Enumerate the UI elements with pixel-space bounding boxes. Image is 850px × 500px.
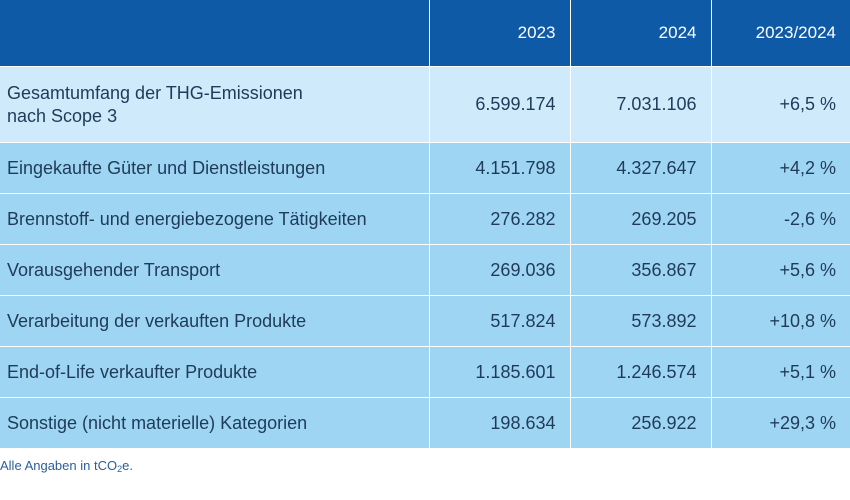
total-label: Gesamtumfang der THG-Emissionen nach Sco… [0, 66, 429, 143]
header-2024: 2024 [569, 0, 711, 67]
total-change: +6,5 % [710, 66, 850, 143]
table-row: Eingekaufte Güter und Dienstleistungen 4… [0, 142, 850, 194]
table-header-row: 2023 2024 2023/2024 [0, 0, 850, 67]
row-value-2024: 256.922 [569, 397, 711, 449]
row-change: +10,8 % [710, 295, 850, 347]
row-change: -2,6 % [710, 193, 850, 245]
row-label: Vorausgehender Transport [0, 244, 429, 296]
table-row: Brennstoff- und energiebezogene Tätigkei… [0, 193, 850, 245]
row-value-2024: 573.892 [569, 295, 711, 347]
total-value-2023: 6.599.174 [428, 66, 570, 143]
footnote-subscript: 2 [117, 464, 123, 474]
total-label-line2: nach Scope 3 [7, 105, 118, 126]
row-value-2023: 1.185.601 [428, 346, 570, 398]
footnote-prefix: Alle Angaben in tCO [0, 458, 118, 473]
row-value-2023: 198.634 [428, 397, 570, 449]
row-value-2024: 356.867 [569, 244, 711, 296]
table-row: Verarbeitung der verkauften Produkte 517… [0, 295, 850, 347]
row-value-2023: 4.151.798 [428, 142, 570, 194]
header-category [0, 0, 429, 67]
row-label: Sonstige (nicht materielle) Kategorien [0, 397, 429, 449]
row-value-2023: 276.282 [428, 193, 570, 245]
total-value-2024: 7.031.106 [569, 66, 711, 143]
header-2023: 2023 [428, 0, 570, 67]
total-label-line1: Gesamtumfang der THG-Emissionen [7, 82, 303, 103]
row-label: Verarbeitung der verkauften Produkte [0, 295, 429, 347]
units-footnote: Alle Angaben in tCO2e. [0, 458, 133, 474]
row-change: +5,6 % [710, 244, 850, 296]
row-label: Brennstoff- und energiebezogene Tätigkei… [0, 193, 429, 245]
table-row-total: Gesamtumfang der THG-Emissionen nach Sco… [0, 66, 850, 143]
row-change: +4,2 % [710, 142, 850, 194]
row-value-2024: 4.327.647 [569, 142, 711, 194]
table-row: Sonstige (nicht materielle) Kategorien 1… [0, 397, 850, 449]
scope3-emissions-table: 2023 2024 2023/2024 Gesamtumfang der THG… [0, 0, 850, 449]
row-value-2023: 269.036 [428, 244, 570, 296]
footnote-suffix: e. [122, 458, 133, 473]
row-change: +5,1 % [710, 346, 850, 398]
table-row: End-of-Life verkaufter Produkte 1.185.60… [0, 346, 850, 398]
table-row: Vorausgehender Transport 269.036 356.867… [0, 244, 850, 296]
row-label: Eingekaufte Güter und Dienstleistungen [0, 142, 429, 194]
row-change: +29,3 % [710, 397, 850, 449]
header-change: 2023/2024 [710, 0, 850, 67]
row-label: End-of-Life verkaufter Produkte [0, 346, 429, 398]
row-value-2023: 517.824 [428, 295, 570, 347]
row-value-2024: 1.246.574 [569, 346, 711, 398]
row-value-2024: 269.205 [569, 193, 711, 245]
